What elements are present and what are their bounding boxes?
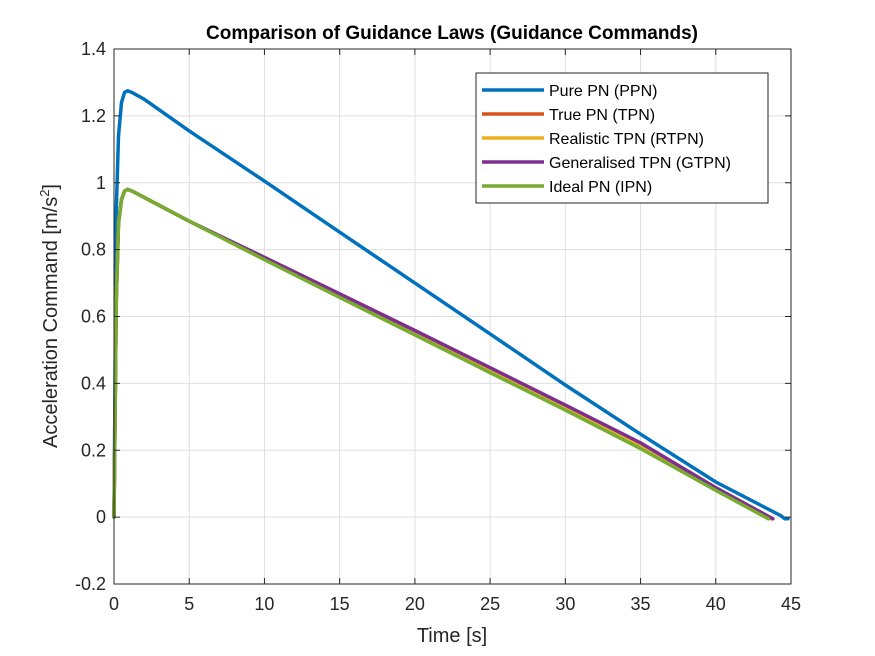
series-line-pure-pn-ppn bbox=[112, 89, 790, 521]
legend-items: Pure PN (PPN) True PN (TPN) Realistic TPN … bbox=[482, 83, 731, 196]
y-tick-label: 0.4 bbox=[81, 373, 106, 393]
ticks: 0 5 10 15 20 25 30 35 40 45-0.200.20.40.60.811.21… bbox=[75, 39, 801, 614]
x-tick-label: 10 bbox=[254, 594, 274, 614]
legend-label: Generalised TPN (GTPN) bbox=[549, 155, 731, 172]
x-tick-label: 20 bbox=[405, 594, 425, 614]
y-tick-label: -0.2 bbox=[75, 574, 106, 594]
y-axis-label: Acceleration Command [m/s2] bbox=[37, 184, 62, 448]
x-tick-label: 40 bbox=[706, 594, 726, 614]
x-tick-label: 5 bbox=[184, 594, 194, 614]
legend-label: Pure PN (PPN) bbox=[549, 83, 657, 100]
x-tick-label: 35 bbox=[631, 594, 651, 614]
y-tick-label: 0.2 bbox=[81, 440, 106, 460]
legend-label: True PN (TPN) bbox=[549, 107, 655, 124]
y-axis-label-suffix: ] bbox=[40, 184, 62, 190]
y-tick-label: 1.2 bbox=[81, 106, 106, 126]
y-tick-label: 1 bbox=[96, 173, 106, 193]
chart-title: Comparison of Guidance Laws (Guidance Co… bbox=[206, 23, 698, 44]
legend-label: Ideal PN (IPN) bbox=[549, 179, 652, 196]
x-tick-label: 25 bbox=[480, 594, 500, 614]
y-axis-label-main: Acceleration Command [m/s bbox=[40, 197, 62, 448]
y-axis-label-superscript: 2 bbox=[37, 190, 52, 197]
y-tick-label: 0.6 bbox=[81, 307, 106, 327]
legend: Pure PN (PPN) True PN (TPN) Realistic TPN … bbox=[475, 72, 769, 204]
x-axis-label: Time [s] bbox=[417, 625, 487, 647]
y-tick-label: 0 bbox=[96, 507, 106, 527]
x-tick-label: 30 bbox=[555, 594, 575, 614]
x-tick-label: 45 bbox=[781, 594, 801, 614]
series-line-ideal-pn-ipn bbox=[112, 187, 771, 521]
y-tick-label: 0.8 bbox=[81, 240, 106, 260]
legend-label: Realistic TPN (RTPN) bbox=[549, 131, 704, 148]
x-tick-label: 0 bbox=[109, 594, 119, 614]
y-tick-label: 1.4 bbox=[81, 39, 106, 59]
x-tick-label: 15 bbox=[330, 594, 350, 614]
series-group bbox=[112, 89, 790, 521]
